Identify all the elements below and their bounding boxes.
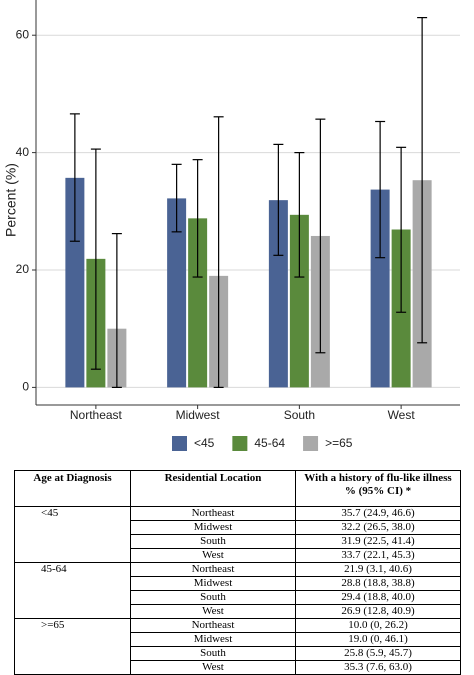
header-cell: Age at Diagnosis: [14, 470, 131, 507]
y-tick-label: 20: [16, 262, 30, 276]
x-tick-label: Midwest: [176, 408, 221, 422]
legend-label: >=65: [325, 436, 353, 450]
table-row: 45-64 Northeast 21.9 (3.1, 40.6): [14, 562, 461, 619]
x-tick-label: South: [284, 408, 315, 422]
table-row: Midwest 28.8 (18.8, 38.8): [15, 576, 461, 591]
table-header: Age at Diagnosis Residential Location With…: [14, 470, 461, 507]
location-cell: West: [130, 660, 296, 675]
legend-swatch: [232, 436, 248, 451]
location-cell: South: [130, 534, 296, 549]
value-cell: 21.9 (3.1, 40.6): [295, 562, 461, 577]
legend-swatch: [303, 436, 319, 451]
location-cell: South: [130, 646, 296, 661]
legend-label: <45: [194, 436, 215, 450]
value-cell: 32.2 (26.5, 38.0): [295, 520, 461, 535]
age-cell: <45: [14, 506, 131, 563]
location-cell: Midwest: [130, 520, 296, 535]
table-body: <45 Northeast 35.7 (24.9, 46.6) Midwest 32.2…: [14, 506, 461, 675]
table-row: West 35.3 (7.6, 63.0): [15, 660, 461, 675]
location-cell: Midwest: [130, 576, 296, 591]
location-cell: West: [130, 604, 296, 619]
legend-swatch: [172, 436, 187, 451]
value-cell: 10.0 (0, 26.2): [295, 618, 461, 633]
table-row: South 31.9 (22.5, 41.4): [15, 534, 461, 549]
location-cell: West: [130, 548, 296, 563]
bar: [188, 218, 208, 388]
location-cell: Midwest: [130, 632, 296, 647]
value-cell: 28.8 (18.8, 38.8): [295, 576, 461, 591]
value-cell: 29.4 (18.8, 40.0): [295, 590, 461, 605]
value-cell: 31.9 (22.5, 41.4): [295, 534, 461, 549]
table-row: West 26.9 (12.8, 40.9): [15, 604, 461, 619]
location-cell: Northeast: [130, 506, 296, 521]
y-tick-label: 0: [22, 380, 29, 394]
table-row: West 33.7 (22.1, 45.3): [15, 548, 461, 563]
y-tick-label: 40: [16, 145, 30, 159]
value-cell: 35.3 (7.6, 63.0): [295, 660, 461, 675]
value-cell: 26.9 (12.8, 40.9): [295, 604, 461, 619]
bar: [65, 177, 85, 388]
header-cell: Residential Location: [130, 470, 296, 507]
x-tick-label: West: [388, 408, 416, 422]
table-row: Midwest 32.2 (26.5, 38.0): [15, 520, 461, 535]
value-cell: 19.0 (0, 46.1): [295, 632, 461, 647]
bar: [289, 214, 309, 388]
location-cell: Northeast: [130, 618, 296, 633]
y-tick-label: 60: [16, 27, 30, 41]
y-axis-label: Percent (%): [3, 163, 19, 237]
bar: [370, 189, 390, 388]
bar: [268, 200, 288, 388]
value-cell: 25.8 (5.9, 45.7): [295, 646, 461, 661]
location-cell: South: [130, 590, 296, 605]
value-cell: 35.7 (24.9, 46.6): [295, 506, 461, 521]
chart: Percent (%) 0 20 40 60 Northeast Midwest South…: [3, 0, 460, 451]
header-cell: With a history of flu-like illness % (95…: [295, 470, 461, 507]
legend-label: 45-64: [254, 436, 285, 450]
age-cell: 45-64: [14, 562, 131, 619]
table-row: <45 Northeast 35.7 (24.9, 46.6): [14, 506, 461, 563]
value-cell: 33.7 (22.1, 45.3): [295, 548, 461, 563]
data-table: Age at Diagnosis Residential Location With…: [14, 470, 461, 675]
table-row: >=65 Northeast 10.0 (0, 26.2): [14, 618, 461, 675]
bar: [167, 198, 187, 388]
age-cell: >=65: [14, 618, 131, 675]
x-tick-label: Northeast: [70, 408, 123, 422]
location-cell: Northeast: [130, 562, 296, 577]
